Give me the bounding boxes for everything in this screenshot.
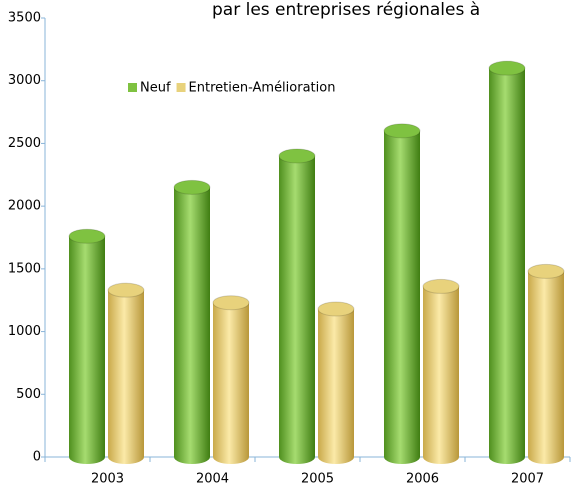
cylinder	[212, 295, 250, 464]
bar	[489, 68, 525, 458]
bar	[174, 187, 210, 458]
legend-label: Neuf	[140, 81, 171, 96]
cylinder	[527, 263, 565, 464]
y-tick-label: 2000	[8, 199, 41, 214]
bar	[423, 286, 459, 457]
cylinder-top	[422, 278, 460, 294]
x-tick-label: 2004	[196, 472, 229, 487]
y-tick-label: 500	[16, 387, 41, 402]
x-tick-label: 2003	[91, 472, 124, 487]
cylinder-top	[68, 228, 106, 244]
bar	[213, 302, 249, 457]
x-tick-label: 2005	[301, 472, 334, 487]
y-tick-label: 3000	[8, 73, 41, 88]
cylinder-top	[278, 148, 316, 164]
y-tick-label: 2500	[8, 136, 41, 151]
cylinder	[317, 301, 355, 464]
cylinder	[173, 179, 211, 464]
cylinder-top	[488, 60, 526, 76]
y-tick-label: 1000	[8, 324, 41, 339]
cylinder	[422, 278, 460, 464]
cylinder-top	[527, 263, 565, 279]
x-tick-label: 2006	[406, 472, 439, 487]
cylinder	[107, 282, 145, 464]
legend-swatch	[176, 83, 186, 92]
y-tick-label: 3500	[8, 11, 41, 26]
cylinder	[488, 60, 526, 464]
bar	[108, 290, 144, 457]
legend-swatch	[128, 83, 137, 92]
legend-label: Entretien-Amélioration	[189, 81, 336, 96]
y-tick-label: 0	[33, 450, 41, 465]
cylinder-top	[383, 123, 421, 139]
y-tick-label: 1500	[8, 261, 41, 276]
cylinder-top	[107, 282, 145, 298]
cylinder	[278, 148, 316, 464]
cylinder-top	[173, 179, 211, 195]
chart-title: par les entreprises régionales à	[212, 0, 480, 20]
x-tick-label: 2007	[511, 472, 544, 487]
bar	[69, 236, 105, 457]
cylinder-top	[317, 301, 355, 317]
cylinder	[383, 123, 421, 464]
cylinder-top	[212, 295, 250, 311]
bar	[384, 130, 420, 457]
cylinder	[68, 228, 106, 464]
bar	[528, 271, 564, 457]
bar	[318, 308, 354, 457]
bar	[279, 155, 315, 457]
